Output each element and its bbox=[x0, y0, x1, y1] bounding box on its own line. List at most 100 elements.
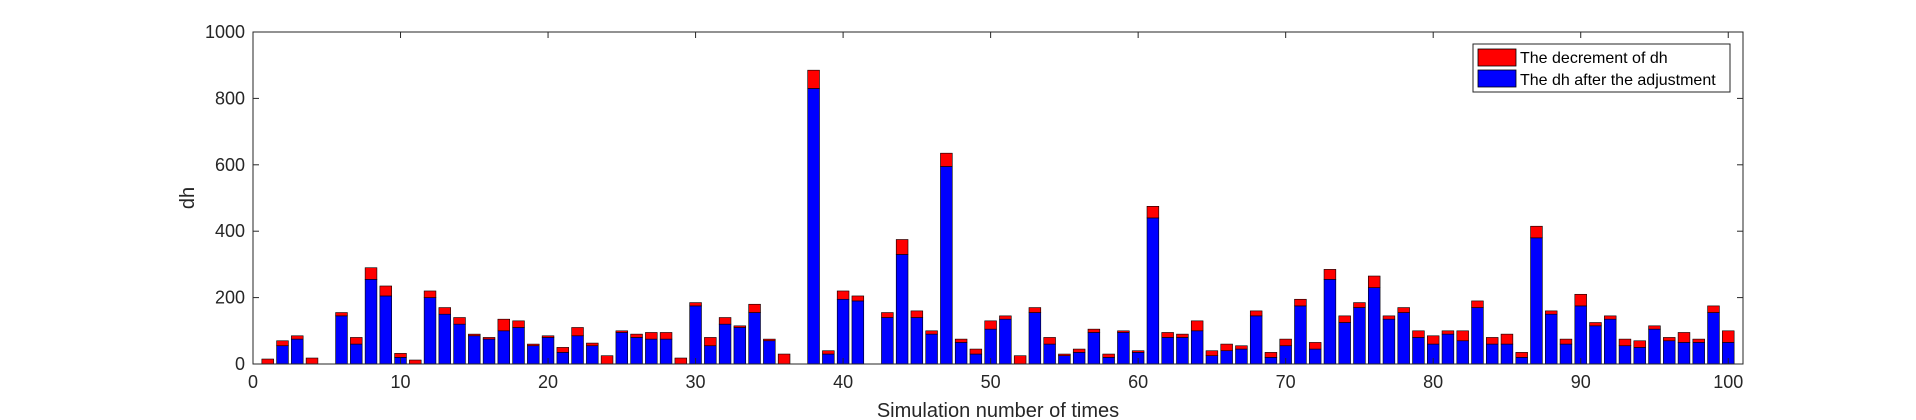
bar-adjusted-22 bbox=[571, 335, 584, 365]
bar-decrement-45 bbox=[910, 310, 924, 318]
bar-adjusted-48 bbox=[954, 342, 968, 365]
bar-adjusted-66 bbox=[1220, 350, 1233, 365]
x-tick-label-100: 100 bbox=[1713, 372, 1743, 392]
bar-decrement-35 bbox=[763, 338, 776, 342]
bar-adjusted-16 bbox=[482, 338, 496, 365]
bar-adjusted-6 bbox=[335, 315, 348, 365]
bar-decrement-75 bbox=[1353, 302, 1366, 308]
y-tick-label-600: 600 bbox=[215, 155, 245, 175]
x-tick-label-20: 20 bbox=[538, 372, 558, 392]
bar-adjusted-33 bbox=[733, 327, 747, 365]
bar-decrement-23 bbox=[586, 342, 599, 347]
bar-decrement-27 bbox=[645, 332, 658, 340]
bar-adjusted-97 bbox=[1677, 342, 1691, 365]
bar-adjusted-49 bbox=[969, 353, 983, 365]
bar-adjusted-99 bbox=[1707, 312, 1720, 365]
bar-adjusted-79 bbox=[1412, 337, 1425, 365]
bar-decrement-69 bbox=[1264, 352, 1278, 358]
bar-adjusted-47 bbox=[940, 166, 953, 365]
bar-decrement-99 bbox=[1707, 305, 1720, 313]
bar-adjusted-90 bbox=[1574, 305, 1587, 365]
bar-adjusted-83 bbox=[1471, 307, 1484, 365]
bar-decrement-31 bbox=[704, 337, 717, 347]
bar-adjusted-88 bbox=[1545, 313, 1558, 365]
bar-adjusted-8 bbox=[364, 279, 378, 365]
bar-decrement-96 bbox=[1663, 337, 1676, 342]
bar-decrement-64 bbox=[1190, 320, 1204, 332]
legend-label-decrement: The decrement of dh bbox=[1520, 50, 1668, 67]
bar-decrement-10 bbox=[394, 353, 407, 358]
x-tick-label-40: 40 bbox=[833, 372, 853, 392]
bar-adjusted-71 bbox=[1294, 305, 1307, 365]
bar-adjusted-69 bbox=[1264, 357, 1278, 365]
x-tick-label-10: 10 bbox=[391, 372, 411, 392]
bar-decrement-24 bbox=[600, 355, 614, 365]
bar-decrement-78 bbox=[1397, 307, 1410, 313]
bar-adjusted-39 bbox=[822, 353, 835, 365]
bar-adjusted-64 bbox=[1190, 330, 1204, 365]
bar-adjusted-87 bbox=[1530, 237, 1543, 365]
bar-adjusted-3 bbox=[291, 338, 304, 365]
bar-adjusted-76 bbox=[1367, 287, 1381, 365]
bar-decrement-62 bbox=[1161, 332, 1174, 338]
bar-decrement-33 bbox=[733, 325, 747, 328]
bar-adjusted-96 bbox=[1663, 340, 1676, 365]
bar-adjusted-56 bbox=[1072, 352, 1086, 365]
bar-decrement-15 bbox=[468, 333, 481, 337]
bar-adjusted-95 bbox=[1648, 328, 1661, 365]
bar-decrement-63 bbox=[1176, 333, 1189, 338]
bar-adjusted-98 bbox=[1692, 342, 1705, 365]
bar-adjusted-77 bbox=[1382, 318, 1396, 365]
bar-adjusted-40 bbox=[836, 298, 850, 365]
bar-adjusted-45 bbox=[910, 317, 924, 365]
bar-decrement-80 bbox=[1427, 335, 1440, 345]
bar-decrement-77 bbox=[1382, 315, 1396, 320]
bar-decrement-53 bbox=[1028, 307, 1042, 313]
bar-adjusted-18 bbox=[512, 327, 525, 365]
bar-decrement-66 bbox=[1220, 343, 1233, 352]
bar-decrement-68 bbox=[1249, 310, 1263, 317]
y-tick-label-800: 800 bbox=[215, 88, 245, 108]
bar-decrement-67 bbox=[1235, 345, 1248, 350]
x-axis-ticks: 0 10 20 30 40 50 60 70 80 90 100 bbox=[248, 32, 1743, 392]
x-tick-label-70: 70 bbox=[1276, 372, 1296, 392]
bar-decrement-92 bbox=[1604, 315, 1617, 320]
bar-decrement-59 bbox=[1117, 330, 1130, 333]
y-tick-label-0: 0 bbox=[235, 354, 245, 374]
bar-decrement-36 bbox=[777, 353, 791, 365]
bar-decrement-3 bbox=[291, 335, 304, 340]
bar-decrement-44 bbox=[895, 239, 909, 255]
bar-adjusted-72 bbox=[1308, 348, 1322, 365]
bar-decrement-93 bbox=[1618, 338, 1632, 347]
bar-adjusted-17 bbox=[497, 330, 510, 365]
bar-adjusted-74 bbox=[1338, 322, 1351, 365]
bar-adjusted-54 bbox=[1043, 343, 1056, 365]
bar-adjusted-34 bbox=[748, 312, 761, 365]
bar-adjusted-58 bbox=[1102, 357, 1115, 365]
bar-decrement-91 bbox=[1589, 322, 1602, 327]
bar-decrement-40 bbox=[836, 290, 850, 300]
bar-adjusted-41 bbox=[851, 300, 865, 365]
bar-decrement-51 bbox=[999, 315, 1012, 320]
bar-decrement-58 bbox=[1102, 353, 1115, 358]
bar-decrement-7 bbox=[350, 337, 363, 345]
bar-adjusted-67 bbox=[1235, 348, 1248, 365]
bar-adjusted-75 bbox=[1353, 307, 1366, 365]
bar-decrement-22 bbox=[571, 327, 584, 337]
bar-decrement-13 bbox=[438, 307, 451, 315]
bar-adjusted-63 bbox=[1176, 337, 1189, 365]
x-axis-label: Simulation number of times bbox=[877, 400, 1119, 420]
bar-decrement-65 bbox=[1205, 350, 1219, 357]
legend-label-adjusted: The dh after the adjustment bbox=[1520, 72, 1716, 89]
bar-decrement-50 bbox=[984, 320, 997, 330]
legend: The decrement of dh The dh after the adj… bbox=[1472, 43, 1731, 93]
bar-decrement-98 bbox=[1692, 338, 1705, 343]
legend-swatch-adjusted bbox=[1477, 69, 1517, 88]
bar-decrement-47 bbox=[940, 152, 953, 167]
bar-adjusted-57 bbox=[1087, 332, 1101, 365]
bar-decrement-48 bbox=[954, 338, 968, 343]
bar-decrement-1 bbox=[261, 358, 274, 365]
bar-decrement-32 bbox=[718, 317, 732, 325]
plot-box bbox=[252, 31, 1744, 365]
bar-decrement-17 bbox=[497, 318, 510, 332]
